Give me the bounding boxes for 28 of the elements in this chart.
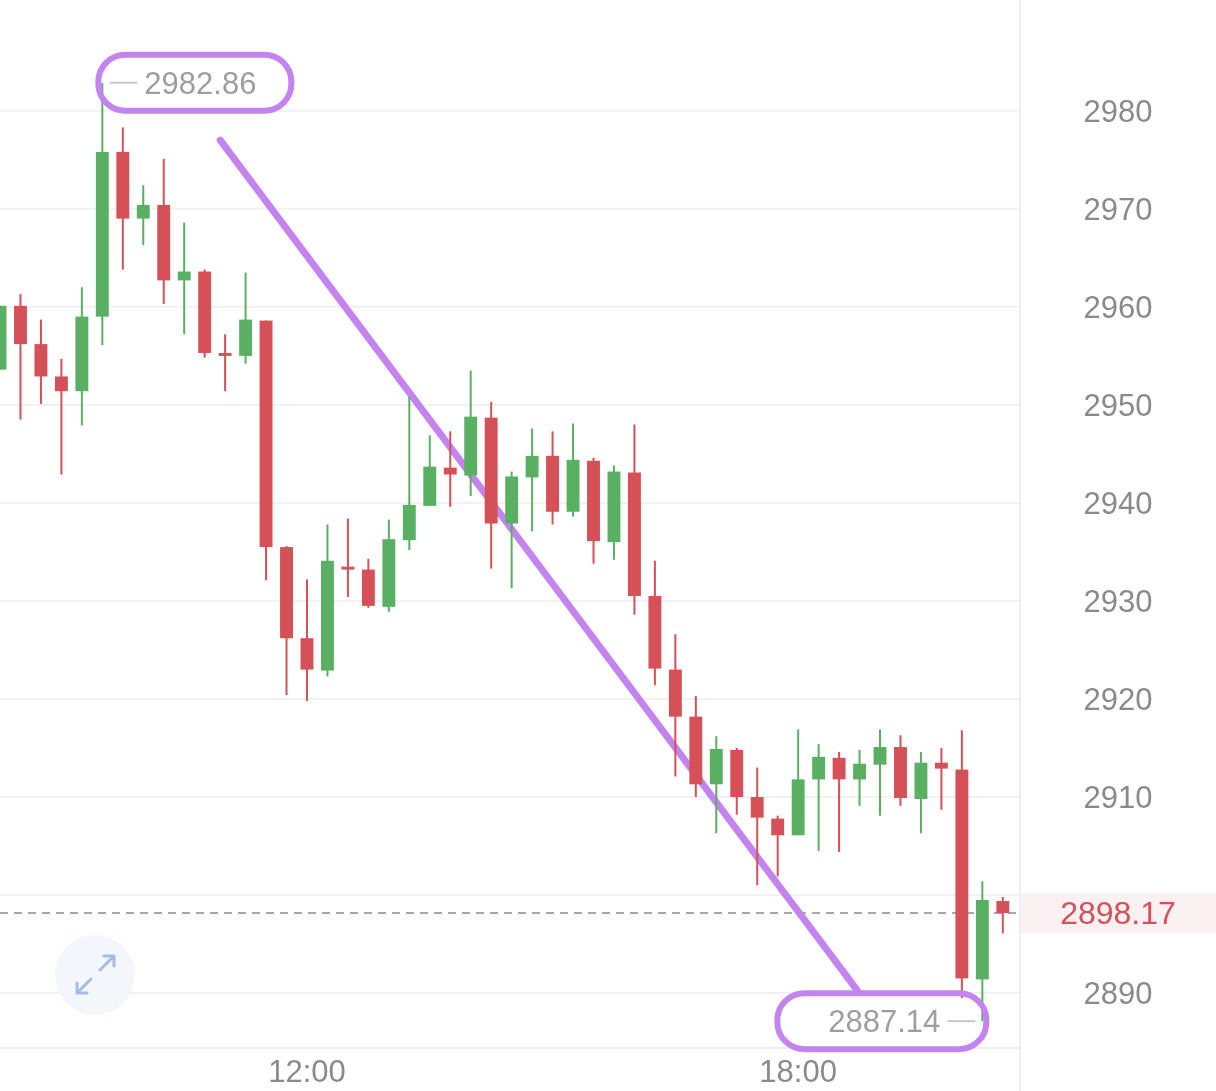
candlestick xyxy=(218,333,232,393)
ref-line-label: 2898.17 xyxy=(1060,895,1176,932)
candlestick xyxy=(341,517,355,599)
candlestick xyxy=(136,184,150,247)
y-tick-label: 2940 xyxy=(1083,485,1153,521)
candlestick xyxy=(996,896,1010,935)
candlestick xyxy=(54,357,68,476)
y-tick-label: 2980 xyxy=(1083,93,1153,129)
y-tick-label: 2890 xyxy=(1083,975,1153,1011)
candlestick xyxy=(771,814,785,878)
x-tick-label: 18:00 xyxy=(759,1053,837,1089)
candlestick xyxy=(853,748,866,807)
annotation: 2887.14 xyxy=(828,1003,941,1039)
candlestick xyxy=(873,728,887,817)
candlestick xyxy=(177,221,191,336)
candlestick xyxy=(812,743,826,852)
y-tick-label: 2920 xyxy=(1083,681,1153,717)
candlestick xyxy=(750,766,764,887)
y-tick-label: 2960 xyxy=(1083,289,1153,325)
y-tick-label: 2930 xyxy=(1083,583,1153,619)
y-tick-label: 2910 xyxy=(1083,779,1153,815)
y-tick-label: 2970 xyxy=(1083,191,1153,227)
candlestick xyxy=(934,747,948,811)
candlestick xyxy=(525,427,539,533)
candlestick xyxy=(832,750,846,853)
x-tick-label: 12:00 xyxy=(268,1053,346,1089)
y-tick-label: 2950 xyxy=(1083,387,1153,423)
annotation: 2982.86 xyxy=(144,65,257,101)
